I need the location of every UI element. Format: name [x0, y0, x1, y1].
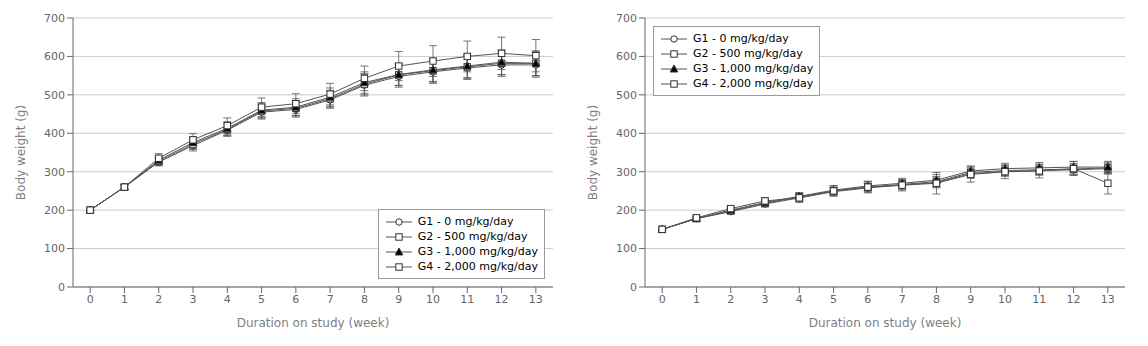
svg-text:11: 11	[1032, 293, 1046, 306]
svg-text:100: 100	[44, 242, 65, 255]
svg-text:12: 12	[495, 293, 509, 306]
svg-text:10: 10	[426, 293, 440, 306]
html-text:G4 - 2,000 mg/kg/day: G4 - 2,000 mg/kg/day	[417, 260, 538, 273]
svg-text:Duration on study (week): Duration on study (week)	[237, 316, 390, 330]
svg-text:0: 0	[87, 293, 94, 306]
svg-text:9: 9	[395, 293, 402, 306]
svg-text:0: 0	[58, 281, 65, 294]
svg-text:600: 600	[44, 50, 65, 63]
svg-text:1: 1	[121, 293, 128, 306]
svg-text:0: 0	[659, 293, 666, 306]
svg-text:7: 7	[899, 293, 906, 306]
svg-text:200: 200	[44, 204, 65, 217]
svg-text:400: 400	[616, 127, 637, 140]
html-text:G2 - 500 mg/kg/day: G2 - 500 mg/kg/day	[417, 230, 528, 243]
svg-text:200: 200	[616, 204, 637, 217]
svg-text:600: 600	[616, 50, 637, 63]
svg-text:6: 6	[864, 293, 871, 306]
svg-text:Body weight (g): Body weight (g)	[14, 105, 28, 200]
svg-text:3: 3	[762, 293, 769, 306]
svg-text:9: 9	[967, 293, 974, 306]
svg-text:500: 500	[44, 89, 65, 102]
svg-text:500: 500	[616, 89, 637, 102]
html-text:G4 - 2,000 mg/kg/day: G4 - 2,000 mg/kg/day	[693, 77, 814, 90]
svg-text:300: 300	[616, 166, 637, 179]
svg-text:4: 4	[796, 293, 803, 306]
svg-text:700: 700	[44, 12, 65, 25]
svg-text:6: 6	[292, 293, 299, 306]
svg-text:13: 13	[529, 293, 543, 306]
svg-text:1: 1	[693, 293, 700, 306]
html-text:G3 - 1,000 mg/kg/day: G3 - 1,000 mg/kg/day	[417, 245, 538, 258]
svg-text:2: 2	[727, 293, 734, 306]
svg-text:5: 5	[258, 293, 265, 306]
html-text:G3 - 1,000 mg/kg/day: G3 - 1,000 mg/kg/day	[693, 62, 814, 75]
svg-text:8: 8	[361, 293, 368, 306]
svg-text:11: 11	[460, 293, 474, 306]
svg-text:700: 700	[616, 12, 637, 25]
html-text:G1 - 0 mg/kg/day: G1 - 0 mg/kg/day	[417, 215, 514, 228]
html-text:G1 - 0 mg/kg/day: G1 - 0 mg/kg/day	[693, 32, 789, 45]
svg-text:400: 400	[44, 127, 65, 140]
svg-text:7: 7	[327, 293, 334, 306]
svg-text:Duration on study (week): Duration on study (week)	[809, 316, 962, 330]
svg-text:3: 3	[190, 293, 197, 306]
svg-text:300: 300	[44, 166, 65, 179]
svg-text:12: 12	[1067, 293, 1081, 306]
svg-text:2: 2	[155, 293, 162, 306]
html-text:G2 - 500 mg/kg/day: G2 - 500 mg/kg/day	[693, 47, 803, 60]
svg-text:0: 0	[630, 281, 637, 294]
svg-text:8: 8	[933, 293, 940, 306]
svg-text:10: 10	[998, 293, 1012, 306]
svg-text:Body weight (g): Body weight (g)	[586, 105, 600, 200]
svg-text:13: 13	[1101, 293, 1115, 306]
svg-text:5: 5	[830, 293, 837, 306]
svg-text:4: 4	[224, 293, 231, 306]
svg-text:100: 100	[616, 242, 637, 255]
